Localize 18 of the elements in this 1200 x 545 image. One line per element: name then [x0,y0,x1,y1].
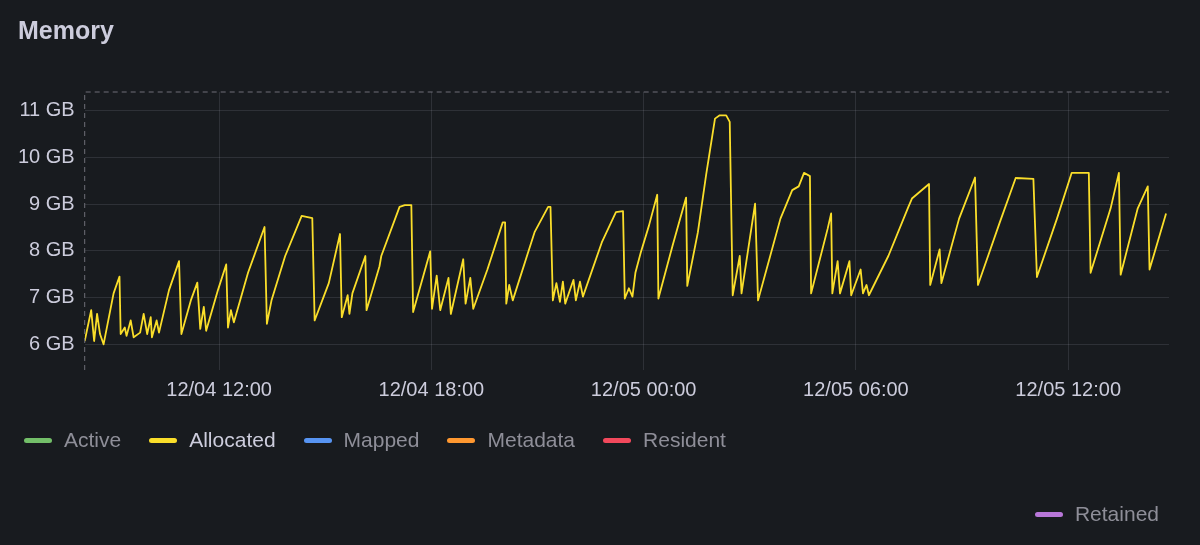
legend-label: Mapped [343,428,420,452]
x-tick-label: 12/04 12:00 [166,377,272,400]
x-tick-label: 12/04 18:00 [378,377,485,400]
legend-label: Resident [643,428,726,452]
x-tick-label: 12/05 12:00 [1015,377,1121,400]
y-tick-label: 7 GB [29,285,75,308]
y-tick-label: 10 GB [18,144,75,167]
chart-title: Memory [18,16,114,45]
y-tick-label: 11 GB [19,98,75,121]
legend-label: Active [64,428,122,452]
y-tick-label: 6 GB [29,331,75,354]
y-tick-label: 9 GB [29,191,75,214]
x-tick-label: 12/05 00:00 [590,377,697,400]
legend-label: Retained [1074,502,1159,526]
legend-label: Allocated [189,428,276,452]
legend-label: Metadata [487,428,576,452]
y-tick-label: 8 GB [29,238,75,261]
x-tick-label: 12/05 06:00 [803,377,909,400]
